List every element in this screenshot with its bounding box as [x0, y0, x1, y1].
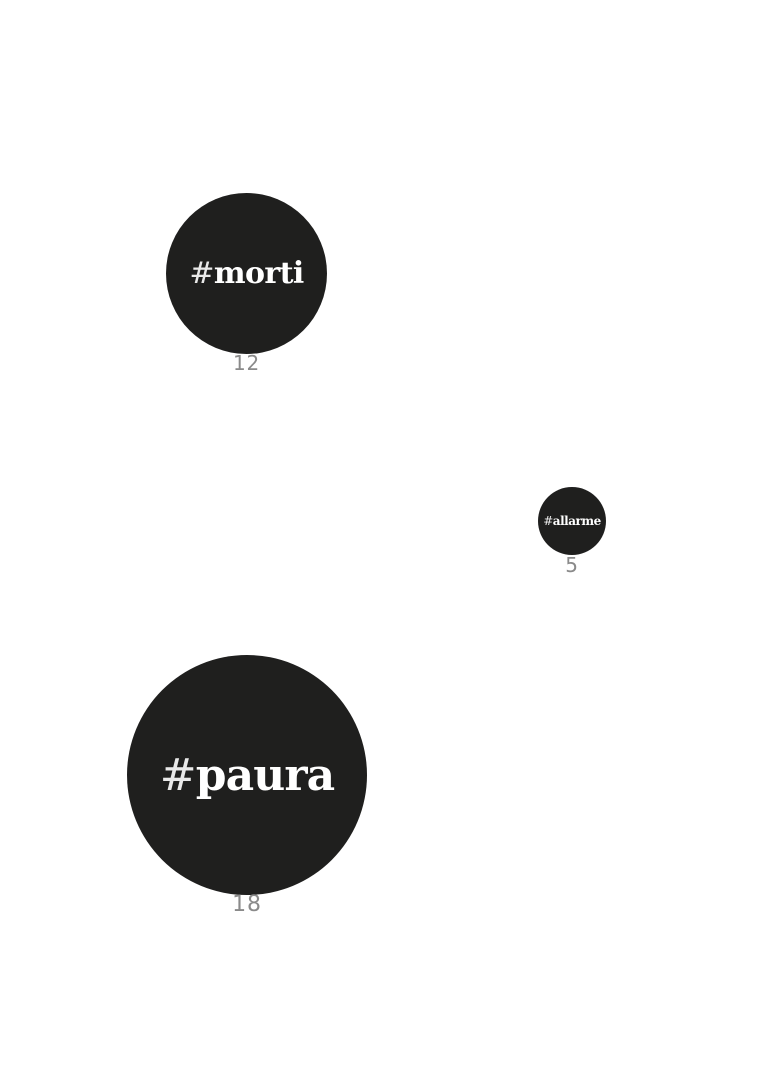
bubble-paura: # paura 18 [127, 655, 367, 917]
bubble-allarme: # allarme 5 [538, 487, 606, 577]
bubble-word: morti [213, 256, 304, 291]
bubble-morti: # morti 12 [166, 193, 327, 375]
bubble-count: 5 [565, 553, 579, 577]
hash-symbol: # [543, 514, 553, 528]
bubble-circle: # paura [127, 655, 367, 895]
hash-symbol: # [159, 749, 197, 801]
bubble-word: allarme [552, 514, 601, 528]
hash-symbol: # [189, 256, 214, 291]
bubble-count: 12 [232, 351, 261, 375]
bubble-circle: # allarme [538, 487, 606, 555]
bubble-count: 18 [232, 892, 262, 917]
bubble-circle: # morti [166, 193, 327, 354]
bubble-word: paura [195, 749, 335, 801]
